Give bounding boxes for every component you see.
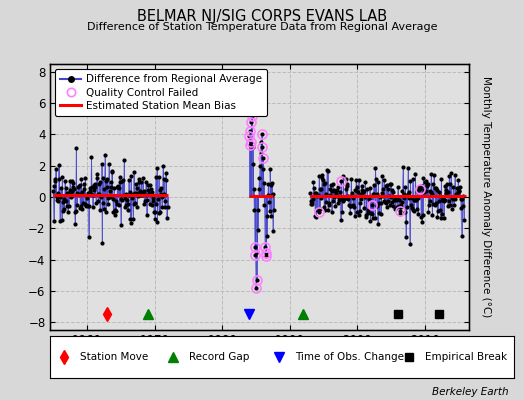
Text: Empirical Break: Empirical Break [425, 352, 508, 362]
Text: Difference of Station Temperature Data from Regional Average: Difference of Station Temperature Data f… [87, 22, 437, 32]
Text: Time of Obs. Change: Time of Obs. Change [296, 352, 405, 362]
Text: Station Move: Station Move [80, 352, 148, 362]
Y-axis label: Monthly Temperature Anomaly Difference (°C): Monthly Temperature Anomaly Difference (… [481, 76, 491, 318]
Text: BELMAR NJ/SIG CORPS EVANS LAB: BELMAR NJ/SIG CORPS EVANS LAB [137, 9, 387, 24]
Legend: Difference from Regional Average, Quality Control Failed, Estimated Station Mean: Difference from Regional Average, Qualit… [55, 69, 267, 116]
Text: Berkeley Earth: Berkeley Earth [432, 387, 508, 397]
Text: Record Gap: Record Gap [189, 352, 249, 362]
